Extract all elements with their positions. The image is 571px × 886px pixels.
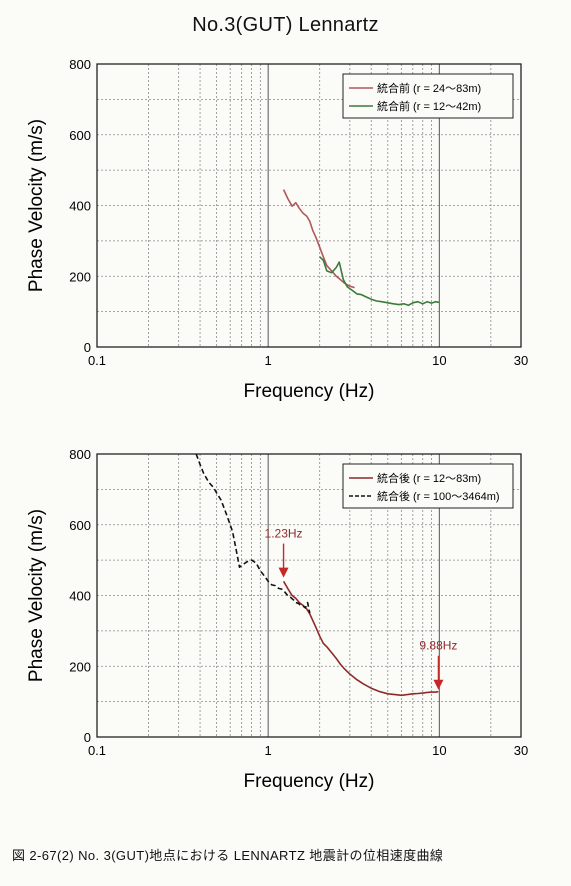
- annotation-label: 1.23Hz: [265, 527, 303, 541]
- x-tick-label: 10: [432, 353, 446, 368]
- annotation-arrow-head: [278, 567, 289, 578]
- grid: [97, 64, 521, 347]
- annotation-2: 9.88Hz: [419, 639, 457, 690]
- legend-label-1: 統合後 (r = 12〜83m): [377, 471, 481, 485]
- y-tick-label: 800: [69, 57, 91, 72]
- x-axis-label: Frequency (Hz): [244, 381, 375, 402]
- legend-box: [342, 463, 514, 509]
- plot-frame: [96, 63, 522, 348]
- figure-caption: 図 2-67(2) No. 3(GUT)地点における LENNARTZ 地震計の…: [12, 848, 444, 863]
- series-line-2: [195, 453, 311, 614]
- x-tick-label: 0.1: [88, 353, 106, 368]
- x-tick-label: 0.1: [88, 743, 106, 758]
- y-tick-label: 600: [69, 128, 91, 143]
- y-tick-label: 200: [69, 659, 91, 674]
- y-tick-label: 800: [69, 447, 91, 462]
- legend-label-2: 統合前 (r = 12〜42m): [377, 99, 481, 113]
- x-axis-label: Frequency (Hz): [244, 771, 375, 792]
- legend: 統合後 (r = 12〜83m) 統合後 (r = 100〜3464m): [342, 463, 514, 509]
- grid: [97, 454, 521, 737]
- y-tick-label: 600: [69, 518, 91, 533]
- y-tick-label: 200: [69, 269, 91, 284]
- y-tick-label: 0: [84, 340, 91, 355]
- annotation-label: 9.88Hz: [419, 639, 457, 653]
- legend-box: [342, 73, 514, 119]
- y-axis-label: Phase Velocity (m/s): [26, 119, 47, 292]
- legend: 統合前 (r = 24〜83m) 統合前 (r = 12〜42m): [342, 73, 514, 119]
- legend-label-2: 統合後 (r = 100〜3464m): [377, 489, 500, 503]
- y-tick-label: 0: [84, 730, 91, 745]
- x-tick-label: 30: [514, 353, 528, 368]
- y-axis-label: Phase Velocity (m/s): [26, 509, 47, 682]
- y-tick-label: 400: [69, 589, 91, 604]
- x-tick-label: 10: [432, 743, 446, 758]
- series-line-1: [282, 580, 439, 697]
- series-line-2: [319, 256, 440, 307]
- phase-velocity-chart-before-merge: 0 200 400 600 800 0.1 1 10 30 Frequency (Hz) Phase…: [26, 57, 528, 402]
- annotation-1: 1.23Hz: [265, 527, 303, 578]
- page-title: No.3(GUT) Lennartz: [192, 14, 379, 36]
- x-tick-label: 1: [265, 353, 272, 368]
- annotation-arrow-head: [433, 679, 444, 690]
- plot-frame: [96, 453, 522, 738]
- y-tick-label: 400: [69, 199, 91, 214]
- legend-label-1: 統合前 (r = 24〜83m): [377, 81, 481, 95]
- x-tick-label: 1: [265, 743, 272, 758]
- series-line-1: [282, 189, 355, 289]
- phase-velocity-chart-after-merge: 0 200 400 600 800 0.1 1 10 30 Frequency (Hz) Phase…: [26, 447, 528, 792]
- x-tick-label: 30: [514, 743, 528, 758]
